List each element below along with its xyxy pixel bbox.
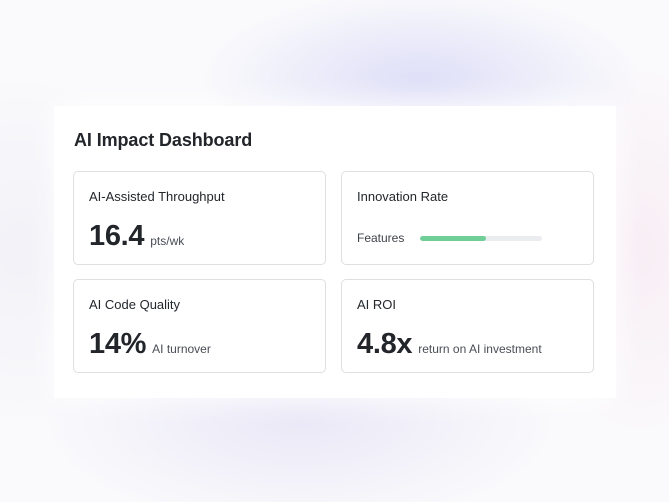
features-progress-fill (420, 235, 487, 241)
features-label: Features (357, 231, 405, 245)
code-quality-unit: AI turnover (152, 342, 211, 356)
roi-card[interactable]: AI ROI 4.8x return on AI investment (341, 279, 594, 373)
roi-value: 4.8x (357, 328, 413, 360)
roi-unit: return on AI investment (418, 342, 542, 356)
code-quality-label: AI Code Quality (89, 297, 181, 312)
innovation-label: Innovation Rate (357, 189, 449, 204)
throughput-card[interactable]: AI-Assisted Throughput 16.4 pts/wk (73, 171, 326, 265)
code-quality-metric: 14% AI turnover (89, 328, 211, 361)
dashboard-panel: AI Impact Dashboard AI-Assisted Throughp… (54, 106, 616, 398)
throughput-unit: pts/wk (150, 234, 185, 248)
throughput-label: AI-Assisted Throughput (89, 189, 225, 204)
throughput-value: 16.4 (89, 220, 145, 252)
roi-label: AI ROI (357, 297, 397, 312)
roi-metric: 4.8x return on AI investment (357, 328, 542, 361)
code-quality-card[interactable]: AI Code Quality 14% AI turnover (73, 279, 326, 373)
throughput-metric: 16.4 pts/wk (89, 220, 184, 253)
innovation-progress-row: Features (357, 231, 543, 245)
innovation-card[interactable]: Innovation Rate Features (341, 171, 594, 265)
code-quality-value: 14% (89, 328, 147, 360)
features-progress-track (420, 235, 543, 241)
dashboard-title: AI Impact Dashboard (74, 130, 253, 150)
